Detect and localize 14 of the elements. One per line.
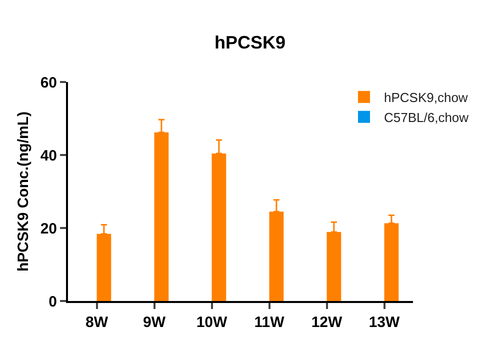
x-tick-label: 9W [143, 314, 166, 331]
x-tick-label: 10W [196, 314, 228, 331]
y-tick-label: 40 [40, 147, 57, 164]
y-axis-title: hPCSK9 Conc.(ng/mL) [15, 112, 32, 272]
legend-label: hPCSK9,chow [384, 90, 468, 106]
chart-title: hPCSK9 [214, 32, 286, 53]
y-tick-label: 60 [40, 74, 57, 92]
x-tick-label: 8W [86, 314, 109, 331]
y-tick-label: 0 [48, 293, 57, 310]
legend-label: C57BL/6,chow [384, 110, 470, 125]
x-tick-label: 13W [368, 314, 401, 331]
y-tick-label: 20 [40, 220, 57, 238]
x-tick-label: 12W [311, 314, 344, 331]
x-tick-label: 11W [254, 314, 286, 331]
